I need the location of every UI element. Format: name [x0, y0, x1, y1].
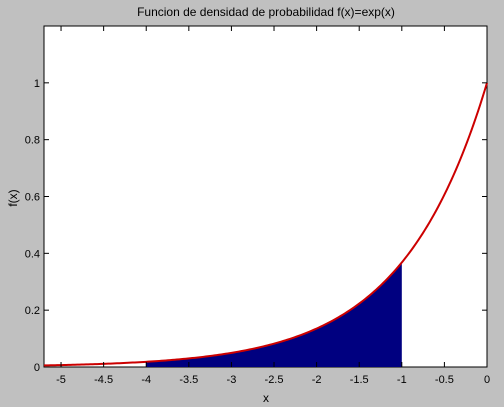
y-tick-label: 0.4 [25, 248, 40, 260]
chart-title: Funcion de densidad de probabilidad f(x)… [137, 5, 395, 19]
y-tick-label: 0.2 [25, 305, 40, 317]
plot-area [43, 25, 488, 368]
x-axis-label: x [263, 391, 269, 405]
y-tick-labels: 0 0.2 0.4 0.6 0.8 1 [25, 78, 40, 374]
x-tick-label: -0.5 [435, 374, 454, 386]
shaded-area-region [146, 262, 402, 367]
x-tick-label: -2 [312, 374, 322, 386]
x-tick-label: -4.5 [94, 374, 113, 386]
exp-curve-line [43, 82, 488, 367]
y-tick-label: 0 [34, 362, 40, 374]
y-axis-label: f(x) [6, 189, 20, 206]
x-tick-label: -1 [397, 374, 407, 386]
x-tick-label: -3.5 [179, 374, 198, 386]
x-tick-labels: -5 -4.5 -4 -3.5 -3 -2.5 -2 -1.5 -1 -0.5 0 [56, 374, 490, 386]
x-tick-label: -3 [227, 374, 237, 386]
x-tick-label: 0 [484, 374, 490, 386]
curve-layer [43, 82, 488, 367]
x-tick-label: -5 [56, 374, 66, 386]
y-tick-label: 0.6 [25, 192, 40, 204]
x-tick-label: -1.5 [350, 374, 369, 386]
x-tick-label: -4 [141, 374, 151, 386]
x-tick-label: -2.5 [265, 374, 284, 386]
axis-layer [44, 26, 488, 368]
y-tick-label: 1 [34, 78, 40, 90]
shaded-area-layer [146, 262, 402, 367]
y-tick-label: 0.8 [25, 135, 40, 147]
